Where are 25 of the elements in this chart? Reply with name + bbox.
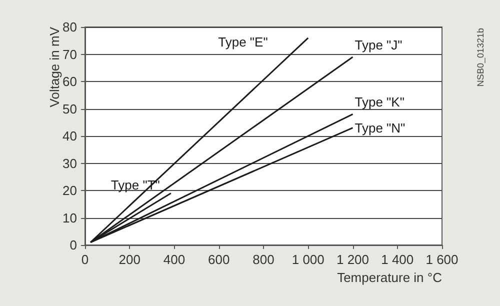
series-label: Type "K": [354, 94, 405, 110]
text: NSB0_01321b: [476, 28, 486, 87]
y-axis-title: Voltage in mV: [47, 26, 62, 108]
y-tick-label: 30: [62, 156, 77, 171]
x-tick-label: 800: [252, 252, 274, 267]
y-tick-label: 40: [62, 128, 77, 144]
x-tick-label: 1 200: [336, 252, 370, 267]
y-tick-label: 70: [62, 46, 77, 62]
y-tick-label: 10: [62, 210, 77, 226]
y-tick-label: 60: [62, 74, 77, 89]
series-label: Type "N": [354, 120, 406, 136]
x-tick-label: 600: [208, 252, 230, 267]
x-axis-title: Temperature in °C: [337, 270, 442, 285]
x-tick-label: 1 600: [426, 252, 458, 267]
x-tick-label: 1 400: [381, 252, 414, 267]
y-tick-label: 20: [62, 183, 77, 198]
x-tick-label: 200: [118, 252, 140, 267]
x-tick-label: 400: [163, 252, 186, 267]
y-tick-label: 0: [70, 238, 77, 252]
y-tick-label: 80: [62, 20, 77, 34]
x-tick-label: 0: [81, 252, 89, 267]
series-label: Type "J": [354, 37, 403, 52]
series-label: Type "E": [218, 34, 268, 50]
x-tick-label: 1 000: [292, 252, 324, 267]
y-tick-label: 50: [62, 101, 77, 116]
